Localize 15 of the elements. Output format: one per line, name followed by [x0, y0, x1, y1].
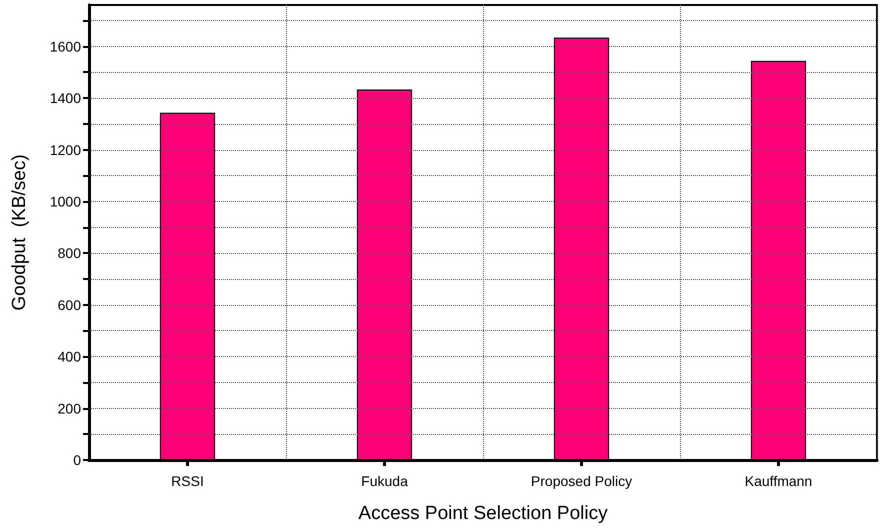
- y-tick-label: 800: [58, 245, 82, 262]
- y-tick-label: 1200: [50, 142, 82, 158]
- y-tick-label: 200: [58, 400, 82, 416]
- y-tick-label: 1600: [50, 38, 82, 54]
- y-axis-title: Goodput (KB/sec): [9, 154, 30, 311]
- x-axis-title: Access Point Selection Policy: [358, 503, 608, 524]
- x-tick-label: Proposed Policy: [530, 473, 632, 489]
- x-tick-label: Kauffmann: [744, 473, 812, 489]
- x-tick-label: Fukuda: [361, 473, 408, 489]
- y-tick-label: 1000: [50, 193, 82, 210]
- y-tick-label: 1400: [50, 90, 82, 106]
- y-tick-label: 0: [73, 452, 82, 468]
- y-tick-label: 600: [58, 296, 82, 313]
- x-tick-label: RSSI: [171, 473, 204, 489]
- y-tick-label: 400: [58, 348, 82, 365]
